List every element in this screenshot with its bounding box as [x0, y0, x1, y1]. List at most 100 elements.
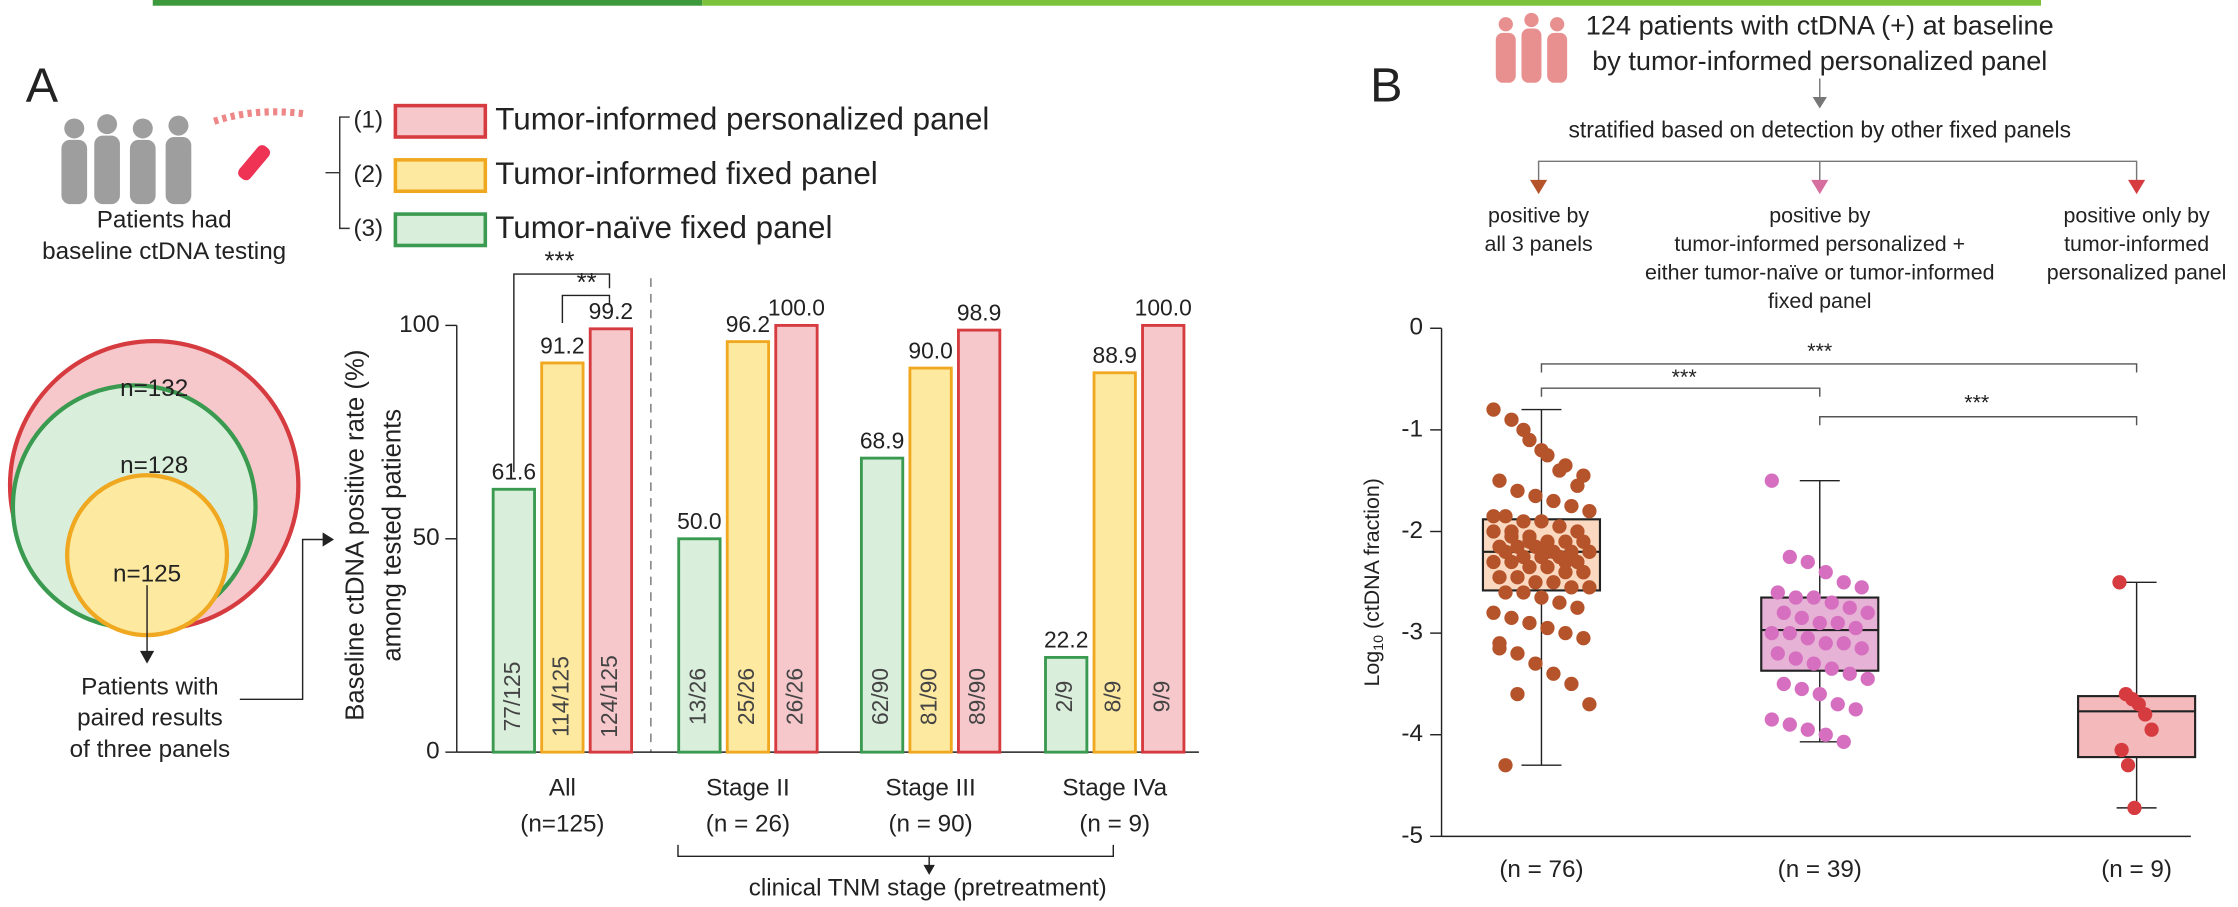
point: [1576, 565, 1591, 580]
point: [1492, 473, 1507, 488]
value-label: 96.2: [726, 311, 770, 337]
y-tick-label: 50: [413, 524, 440, 551]
arrow-head: [1811, 179, 1829, 195]
point: [1492, 570, 1507, 585]
y-tick-label: -2: [1401, 517, 1423, 544]
point: [1782, 625, 1797, 641]
fraction-label: 114/125: [547, 656, 573, 737]
x-tick-label: Stage III: [885, 775, 975, 802]
point: [1486, 605, 1501, 620]
point: [2114, 742, 2129, 758]
bar: [774, 323, 819, 754]
point: [1504, 610, 1519, 626]
point: [1540, 559, 1555, 575]
point: [1854, 641, 1869, 656]
legend-bracket: [325, 116, 350, 230]
point: [1564, 676, 1579, 692]
point: [1522, 559, 1537, 575]
diagram-text: Patients had: [97, 207, 232, 234]
flow-groups: positive by all 3 panels positive by tum…: [1484, 204, 2226, 314]
point: [2138, 707, 2153, 722]
venn-label: n=125: [113, 561, 181, 588]
bar: [859, 456, 905, 754]
point: [1782, 717, 1797, 732]
point: [1552, 519, 1567, 534]
point: [1510, 686, 1525, 702]
y-tick-label: -5: [1401, 822, 1423, 849]
arrow-head: [139, 650, 155, 664]
flow-group-text: positive only by: [2063, 204, 2210, 228]
point: [1800, 631, 1815, 646]
diagram-text: baseline ctDNA testing: [42, 238, 286, 265]
x-tick-label: (n = 76): [1499, 856, 1583, 883]
x-tick-label: (n = 9): [1079, 810, 1150, 837]
point: [1486, 554, 1501, 570]
fraction-label: 89/90: [964, 668, 990, 725]
significance-label: **: [577, 269, 597, 297]
point: [1510, 483, 1525, 498]
flow-group-text: all 3 panels: [1484, 232, 1592, 256]
point: [1788, 651, 1803, 666]
point: [1776, 676, 1791, 692]
point: [1764, 625, 1779, 641]
arrow-head: [2128, 179, 2146, 195]
y-axis-title-part: Log: [1360, 651, 1384, 687]
dna-icon: [213, 108, 308, 125]
diagram-text: of three panels: [70, 736, 230, 763]
point: [1528, 656, 1543, 671]
y-tick-label: 100: [399, 311, 439, 338]
point: [1534, 443, 1549, 458]
point: [1836, 636, 1851, 651]
flow-group-text: either tumor-naïve or tumor-informed: [1645, 261, 1995, 285]
point: [1558, 625, 1573, 641]
point: [1576, 631, 1591, 646]
bar: [677, 537, 722, 754]
flow-group-text: tumor-informed personalized +: [1674, 232, 1965, 256]
point: [1528, 488, 1543, 504]
legend-prefix: (1): [353, 107, 383, 134]
x-axis-title: clinical TNM stage (pretreatment): [749, 875, 1107, 902]
point: [2112, 575, 2127, 590]
y-axis-title: Log10 (ctDNA fraction): [1360, 478, 1387, 686]
value-label: 68.9: [860, 427, 904, 453]
flow-subtitle: stratified based on detection by other f…: [1568, 116, 2071, 142]
x-tick-label: (n = 90): [888, 810, 972, 837]
y-tick-label: -4: [1401, 720, 1423, 747]
y-tick-label: -1: [1401, 415, 1423, 442]
venn-label: n=132: [120, 375, 188, 402]
diagram-text: Patients with: [81, 673, 218, 700]
legend-swatch: [393, 158, 488, 194]
top-bar: [152, 0, 703, 6]
point: [1842, 600, 1857, 615]
flow-group-text: personalized panel: [2047, 261, 2227, 285]
point: [1800, 554, 1815, 570]
point: [1516, 585, 1531, 600]
point: [1510, 646, 1525, 661]
x-tick-label: Stage II: [706, 775, 790, 802]
point: [1848, 620, 1863, 636]
x-tick-label: (n = 39): [1778, 856, 1862, 883]
point: [1528, 575, 1543, 590]
value-label: 98.9: [957, 299, 1001, 325]
flow-title: 124 patients with ctDNA (+) at baseline: [1586, 9, 2054, 40]
bar: [588, 327, 634, 754]
point: [1582, 697, 1597, 712]
y-axis-title: among tested patients: [379, 409, 407, 662]
bar: [1141, 323, 1186, 754]
value-label: 99.2: [589, 298, 633, 324]
point: [1806, 656, 1821, 671]
point: [1794, 681, 1809, 697]
point: [1522, 534, 1537, 549]
y-axis-title-part: (ctDNA fraction): [1360, 478, 1384, 635]
point: [1764, 712, 1779, 727]
point: [2120, 758, 2136, 773]
fraction-label: 13/26: [684, 668, 710, 725]
fraction-label: 124/125: [596, 655, 622, 738]
panel-label: A: [26, 58, 59, 112]
tube-icon: [238, 145, 271, 181]
point: [1582, 580, 1597, 595]
point: [1570, 600, 1585, 615]
point: [1782, 549, 1797, 565]
point: [1552, 463, 1567, 478]
point: [1830, 615, 1845, 631]
